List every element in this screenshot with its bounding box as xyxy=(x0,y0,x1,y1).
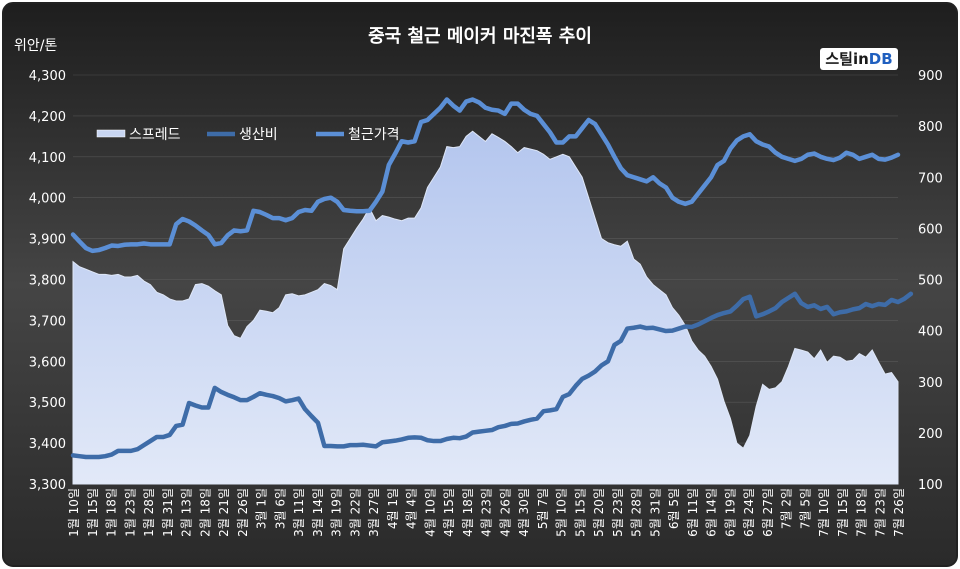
legend-label: 철근가격 xyxy=(348,127,400,143)
x-tick-label: 7월 18일 xyxy=(855,488,869,537)
x-tick-label: 5월 28일 xyxy=(630,488,644,537)
x-tick-label: 4월 15일 xyxy=(442,488,456,537)
y-left-tick-label: 3,500 xyxy=(29,396,66,411)
x-tick-label: 6월 14일 xyxy=(705,488,719,537)
legend: 스프레드 생산비 철근가격 xyxy=(96,127,400,143)
x-tick-label: 4월 23일 xyxy=(480,488,494,537)
left-axis: 3,300 3,400 3,500 3,600 3,700 3,800 3,900 4,000… xyxy=(29,69,66,493)
x-tick-label: 7월 10일 xyxy=(817,488,831,537)
y-right-tick-label: 900 xyxy=(918,69,943,84)
x-tick-label: 5월 10일 xyxy=(555,488,569,537)
x-tick-label: 3월 27일 xyxy=(367,488,381,537)
x-tick-label: 2월 13일 xyxy=(180,488,194,537)
x-tick-label: 4월 1일 xyxy=(386,488,400,529)
x-tick-label: 4월 26일 xyxy=(498,488,512,537)
x-tick-label: 3월 22일 xyxy=(348,488,362,537)
x-axis: 1월 10일 1월 15일 1월 18일 1월 23일 1월 28일 1월 31일 2월 1… xyxy=(67,488,906,537)
legend-label: 생산비 xyxy=(239,127,278,143)
x-tick-label: 5월 31일 xyxy=(648,488,662,537)
x-tick-label: 3월 11일 xyxy=(292,488,306,537)
x-tick-label: 5월 23일 xyxy=(611,488,625,537)
x-tick-label: 1월 23일 xyxy=(123,488,137,537)
y-right-tick-label: 600 xyxy=(918,222,943,237)
y-left-unit: 위안/톤 xyxy=(14,38,57,54)
series-production-cost-line xyxy=(70,291,914,460)
x-tick-label: 1월 18일 xyxy=(105,488,119,537)
x-tick-label: 3월 6일 xyxy=(273,488,287,529)
x-tick-label: 6월 27일 xyxy=(761,488,775,537)
legend-swatch-spread xyxy=(96,129,126,138)
x-tick-label: 6월 11일 xyxy=(686,488,700,537)
x-tick-label: 7월 23일 xyxy=(873,488,887,537)
x-tick-label: 2월 18일 xyxy=(198,488,212,537)
x-tick-label: 1월 28일 xyxy=(142,488,156,537)
y-left-tick-label: 3,800 xyxy=(29,274,66,289)
y-left-tick-label: 4,100 xyxy=(29,151,66,166)
y-right-tick-label: 500 xyxy=(918,274,943,289)
y-left-tick-label: 4,300 xyxy=(29,69,66,84)
chart-title: 중국 철근 메이커 마진폭 추이 xyxy=(368,26,592,47)
y-left-tick-label: 3,400 xyxy=(29,437,66,452)
legend-label: 스프레드 xyxy=(129,127,181,143)
y-left-tick-label: 3,300 xyxy=(29,478,66,493)
x-tick-label: 2월 21일 xyxy=(217,488,231,537)
x-tick-label: 1월 15일 xyxy=(86,488,100,537)
y-right-tick-label: 300 xyxy=(918,376,943,391)
y-right-tick-label: 400 xyxy=(918,325,943,340)
logo-part1: 스틸in xyxy=(825,50,869,68)
y-left-tick-label: 3,900 xyxy=(29,233,66,248)
y-left-tick-label: 3,700 xyxy=(29,314,66,329)
logo: 스틸inDB xyxy=(820,48,898,70)
x-tick-label: 6월 19일 xyxy=(723,488,737,537)
x-tick-label: 4월 4일 xyxy=(405,488,419,529)
line-layer xyxy=(70,97,914,460)
x-tick-label: 1월 10일 xyxy=(67,488,81,537)
x-tick-label: 7월 5일 xyxy=(798,488,812,529)
x-tick-label: 6월 5일 xyxy=(667,488,681,529)
y-right-tick-label: 100 xyxy=(918,478,943,493)
x-tick-label: 4월 10일 xyxy=(423,488,437,537)
x-tick-label: 4월 30일 xyxy=(517,488,531,537)
x-tick-label: 5월 20일 xyxy=(592,488,606,537)
x-tick-label: 6월 24일 xyxy=(742,488,756,537)
x-tick-label: 7월 15일 xyxy=(836,488,850,537)
x-tick-label: 7월 26일 xyxy=(892,488,906,537)
x-tick-label: 7월 2일 xyxy=(780,488,794,529)
x-tick-label: 3월 19일 xyxy=(330,488,344,537)
y-right-tick-label: 200 xyxy=(918,427,943,442)
y-right-tick-label: 800 xyxy=(918,120,943,135)
x-tick-label: 2월 26일 xyxy=(236,488,250,537)
x-tick-label: 4월 18일 xyxy=(461,488,475,537)
right-axis: 100 200 300 400 500 600 700 800 900 xyxy=(918,69,943,493)
y-left-tick-label: 3,600 xyxy=(29,355,66,370)
series-rebar-price-line xyxy=(70,97,901,254)
x-tick-label: 1월 31일 xyxy=(161,488,175,537)
y-left-tick-label: 4,000 xyxy=(29,192,66,207)
logo-part2: DB xyxy=(868,50,893,68)
x-tick-label: 5월 7일 xyxy=(536,488,550,529)
x-tick-label: 3월 1일 xyxy=(255,488,269,529)
y-right-tick-label: 700 xyxy=(918,171,943,186)
x-tick-label: 3월 14일 xyxy=(311,488,325,537)
x-tick-label: 5월 15일 xyxy=(573,488,587,537)
y-left-tick-label: 4,200 xyxy=(29,110,66,125)
